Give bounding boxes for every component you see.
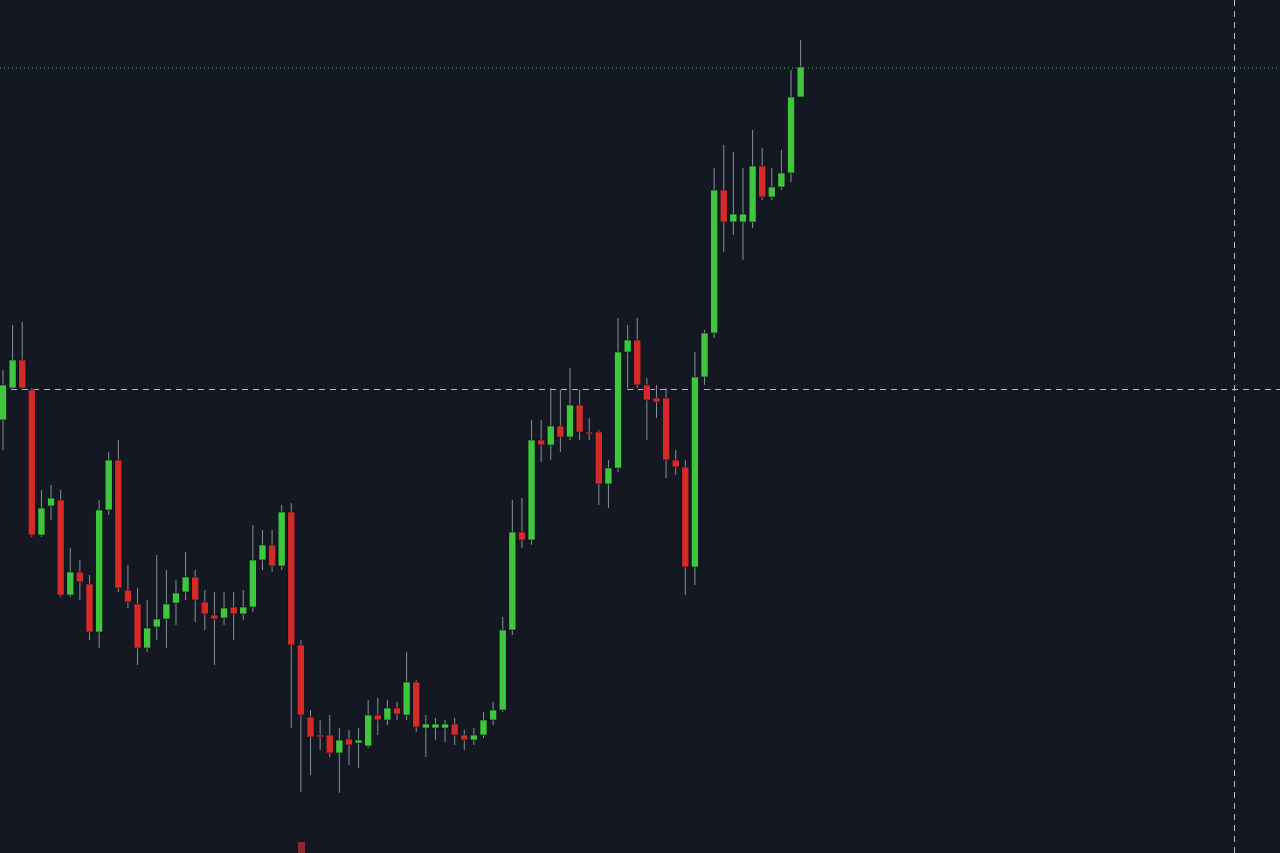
candle-body (373, 714, 382, 721)
candle-body (614, 351, 622, 469)
candle-body (691, 376, 699, 568)
candle-body (124, 589, 132, 603)
candle-body (585, 431, 594, 435)
candle-body (28, 389, 36, 536)
candle-body (393, 707, 401, 715)
candle-body (623, 339, 632, 353)
candle-body (201, 601, 209, 615)
candle-body (210, 614, 219, 620)
candle-body (643, 384, 651, 401)
candle-body (220, 607, 228, 619)
candle-body (422, 723, 430, 729)
candle-body (306, 716, 315, 738)
candle-body (85, 583, 94, 633)
candle-body (450, 723, 459, 736)
candle-body (767, 186, 776, 198)
candle-body (575, 404, 584, 433)
candle-body (633, 339, 642, 386)
candle-body (76, 571, 84, 583)
candle-body (104, 459, 113, 511)
candle-body (479, 719, 488, 736)
candle-body (796, 66, 805, 98)
candle-body (133, 603, 142, 649)
candle-body (297, 644, 305, 716)
candle-body (402, 681, 411, 716)
candle-body (152, 618, 161, 628)
candle-body (383, 707, 392, 721)
candle-body (56, 499, 65, 596)
candle-body (114, 459, 123, 589)
candle-body (191, 576, 199, 601)
candle-body (95, 509, 103, 633)
candle-body (556, 425, 565, 438)
candle-body (652, 397, 661, 403)
candle-body (364, 714, 372, 747)
candle-body (325, 734, 334, 754)
candle-body (498, 629, 507, 711)
candle-body (8, 359, 17, 389)
candle-body (566, 404, 574, 438)
candle-body (729, 213, 738, 223)
candle-body (441, 723, 449, 729)
candle-body (0, 384, 7, 421)
candle-body (470, 734, 478, 741)
candle-body (508, 531, 517, 631)
candle-body (162, 603, 171, 620)
candle-body (258, 544, 267, 561)
candle-body (604, 467, 613, 485)
candle-body (595, 431, 603, 485)
candle-body (239, 606, 248, 615)
candle-body (537, 439, 545, 446)
candle-body (66, 571, 75, 596)
candle-body (489, 709, 497, 721)
candle-body (739, 213, 747, 223)
candle-body (143, 627, 151, 649)
candle-body (681, 466, 690, 568)
candle-body (710, 189, 718, 334)
candle-body (748, 165, 757, 223)
candle-body (181, 576, 190, 593)
candle-body (345, 738, 353, 746)
candle-body (249, 559, 257, 608)
candle-body (777, 172, 786, 188)
candle-body (47, 497, 55, 507)
candle-body (518, 531, 526, 541)
candle-body (758, 165, 766, 198)
candle-body (527, 439, 536, 541)
candle-body (268, 544, 276, 567)
candle-body (229, 606, 238, 615)
candle-body (787, 96, 795, 174)
candle-body (412, 681, 421, 728)
candle-body (700, 332, 709, 378)
candle-body (460, 734, 469, 741)
candle-body (37, 507, 46, 536)
candle-body (18, 359, 27, 389)
volume-bar (298, 842, 305, 853)
candle-body (316, 734, 324, 738)
candle-body (719, 189, 728, 223)
candle-body (335, 739, 344, 754)
candle-body (287, 511, 296, 646)
candle-body (277, 511, 286, 567)
candle-body (354, 739, 363, 744)
candle-body (431, 723, 440, 729)
candle-body (671, 459, 680, 468)
candle-body (662, 397, 670, 461)
candle-body (546, 425, 555, 446)
candles (0, 40, 805, 793)
candle-body (172, 592, 180, 604)
